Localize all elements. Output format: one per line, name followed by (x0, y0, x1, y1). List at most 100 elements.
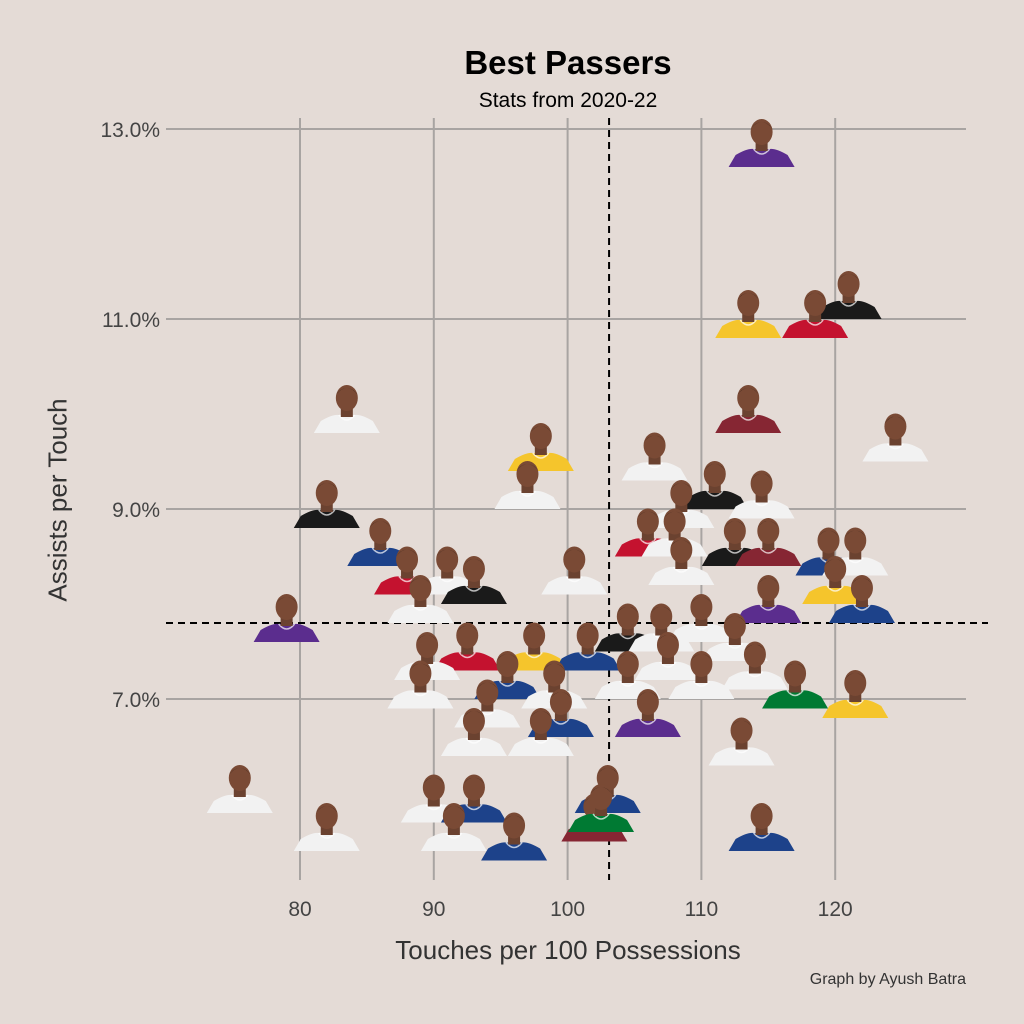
hair-shape (616, 654, 639, 661)
player-headshot-point (668, 594, 735, 642)
neck-shape (508, 836, 521, 845)
jersey-shape (440, 737, 507, 756)
jersey-shape (494, 490, 561, 509)
x-axis-label: Touches per 100 Possessions (395, 935, 741, 965)
hair-shape (529, 426, 552, 433)
hair-shape (757, 521, 780, 528)
neck-shape (735, 741, 748, 750)
hair-shape (844, 530, 867, 538)
neck-shape (233, 789, 246, 797)
player-headshot-point (862, 413, 929, 462)
neck-shape (855, 599, 868, 607)
jersey-shape (648, 566, 715, 585)
head-shape (690, 594, 713, 620)
player-headshot-point (815, 271, 882, 319)
neck-shape (441, 570, 454, 579)
player-headshot-point (728, 119, 795, 167)
jersey-shape (387, 690, 454, 709)
jersey-collar (565, 576, 583, 583)
jersey-shape (568, 813, 635, 832)
jersey-collar (732, 747, 751, 754)
jersey-collar (619, 680, 637, 687)
head-shape (844, 670, 867, 696)
x-tick-label: 90 (422, 898, 445, 921)
player-headshot-point (481, 812, 548, 861)
player-headshot-point (387, 575, 454, 623)
head-shape (817, 527, 840, 554)
neck-shape (467, 798, 480, 807)
jersey-collar (579, 652, 597, 659)
hair-shape (844, 673, 867, 680)
hair-shape (549, 692, 572, 699)
neck-shape (534, 447, 547, 455)
neck-shape (755, 143, 768, 151)
hair-shape (462, 777, 485, 785)
head-shape (523, 622, 546, 649)
y-tick-label: 13.0% (100, 119, 160, 142)
jersey-shape (621, 462, 688, 481)
jersey-collar (846, 557, 864, 564)
jersey-shape (728, 832, 795, 851)
jersey-shape (668, 680, 735, 699)
player-headshot-point (434, 622, 501, 671)
player-headshot-point (440, 556, 507, 604)
neck-shape (461, 646, 474, 655)
player-headshot-point (253, 594, 320, 642)
head-shape (529, 423, 552, 449)
player-headshot-point (634, 632, 701, 680)
head-shape (590, 784, 613, 810)
neck-shape (695, 675, 708, 683)
jersey-collar (318, 509, 336, 516)
head-shape (703, 461, 726, 487)
jersey-collar (692, 680, 710, 687)
neck-shape (581, 646, 594, 655)
head-shape (496, 651, 519, 677)
head-shape (543, 660, 566, 687)
head-shape (616, 603, 639, 630)
player-headshot-point (782, 290, 849, 338)
head-shape (462, 556, 485, 582)
player-headshot-point (554, 622, 621, 671)
jersey-shape (440, 585, 507, 604)
jersey-collar (659, 661, 677, 668)
hair-shape (529, 711, 552, 718)
jersey-collar (739, 414, 757, 421)
grid-lines (166, 118, 966, 880)
jersey-collar (706, 490, 724, 497)
jersey-shape (708, 747, 775, 766)
neck-shape (668, 532, 681, 541)
jersey-collar (411, 604, 430, 611)
neck-shape (789, 684, 802, 693)
hair-shape (275, 597, 298, 604)
hair-shape (850, 578, 873, 585)
hair-shape (737, 293, 760, 300)
jersey-collar (839, 300, 858, 307)
neck-shape (648, 456, 661, 465)
player-headshot-point (568, 784, 635, 832)
jersey-shape (387, 604, 454, 623)
jersey-collar (826, 585, 844, 592)
jersey-collar (753, 148, 771, 155)
head-shape (442, 803, 465, 829)
hair-shape (436, 549, 459, 557)
y-tick-label: 11.0% (102, 309, 160, 332)
hair-shape (737, 388, 760, 395)
hair-shape (409, 578, 432, 585)
player-headshot-point (728, 803, 795, 851)
neck-shape (809, 314, 822, 322)
neck-shape (621, 627, 634, 636)
jersey-collar (639, 718, 657, 725)
y-axis-label: Assists per Touch (42, 398, 73, 602)
jersey-collar (318, 832, 336, 839)
hair-shape (315, 483, 338, 490)
head-shape (503, 812, 526, 839)
jersey-collar (786, 690, 804, 697)
player-headshot-point (721, 641, 788, 690)
jersey-shape (313, 414, 380, 433)
hair-shape (723, 521, 746, 528)
hair-shape (563, 549, 586, 557)
jersey-shape (728, 148, 795, 167)
neck-shape (280, 618, 293, 626)
player-headshot-point (828, 575, 895, 623)
head-shape (723, 613, 746, 639)
